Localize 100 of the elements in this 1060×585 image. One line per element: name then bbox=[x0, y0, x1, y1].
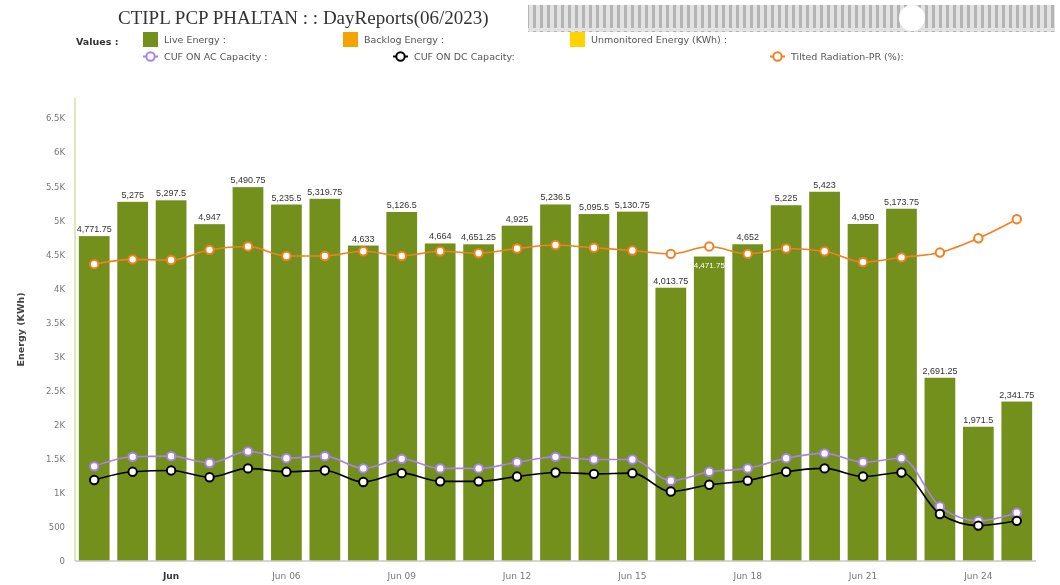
bar bbox=[117, 201, 149, 561]
point bbox=[358, 476, 369, 488]
y-tick-label: 4K bbox=[54, 283, 66, 294]
data-label: 4,664 bbox=[428, 231, 452, 242]
legend-label: CUF ON AC Capacity : bbox=[164, 51, 268, 62]
data-label: 4,652 bbox=[736, 232, 759, 243]
point bbox=[127, 466, 138, 477]
legend-title: Values : bbox=[76, 36, 119, 47]
data-label: 4,925 bbox=[505, 213, 529, 224]
x-tick-label: Jun 15 bbox=[617, 571, 647, 581]
point bbox=[973, 520, 984, 531]
data-label: 2,691.25 bbox=[922, 365, 958, 376]
data-label: 4,633 bbox=[352, 233, 375, 244]
point bbox=[511, 471, 523, 482]
point bbox=[550, 239, 561, 251]
data-label: 5,423 bbox=[813, 179, 836, 190]
point bbox=[704, 479, 715, 490]
bar bbox=[386, 211, 418, 561]
bar bbox=[347, 245, 379, 561]
bar bbox=[693, 256, 725, 561]
x-tick-label: Jun 06 bbox=[271, 571, 301, 581]
bar bbox=[732, 244, 764, 561]
x-tick-label: Jun 18 bbox=[732, 571, 763, 581]
data-label: 4,771.75 bbox=[76, 224, 112, 235]
y-tick-label: 3.5K bbox=[45, 317, 66, 328]
data-label: 4,947 bbox=[198, 212, 221, 223]
x-tick-label: Jun 24 bbox=[963, 571, 993, 581]
point bbox=[588, 242, 600, 253]
point bbox=[857, 256, 869, 268]
chart-title: CTIPL PCP PHALTAN : : DayReports(06/2023) bbox=[118, 7, 489, 29]
point bbox=[857, 457, 869, 468]
point bbox=[358, 463, 369, 474]
bar bbox=[309, 198, 341, 561]
y-tick-label: 6.5K bbox=[45, 113, 66, 124]
point bbox=[627, 467, 638, 479]
data-label: 4,471.75 bbox=[693, 260, 726, 270]
y-tick-label: 2K bbox=[54, 419, 66, 430]
bar bbox=[424, 243, 456, 561]
point bbox=[281, 466, 292, 477]
point bbox=[396, 453, 407, 465]
point bbox=[473, 476, 484, 487]
bar bbox=[617, 211, 648, 561]
bar bbox=[194, 224, 225, 561]
bar bbox=[655, 287, 687, 561]
legend-label: Tilted Radiation-PR (%): bbox=[790, 51, 904, 62]
data-label: 2,341.75 bbox=[999, 389, 1035, 400]
bar bbox=[463, 244, 494, 561]
point bbox=[1011, 515, 1022, 527]
point bbox=[819, 463, 830, 474]
point bbox=[165, 450, 177, 462]
point bbox=[358, 246, 369, 257]
data-label: 5,236.5 bbox=[540, 192, 571, 203]
point bbox=[588, 468, 600, 480]
point bbox=[242, 446, 254, 457]
bar bbox=[962, 426, 994, 561]
point bbox=[819, 448, 830, 459]
data-label: 5,297.5 bbox=[156, 188, 187, 199]
y-tick-label: 4.5K bbox=[45, 249, 66, 260]
point bbox=[780, 452, 792, 464]
bar bbox=[578, 214, 610, 561]
point bbox=[550, 467, 561, 478]
point bbox=[934, 508, 946, 520]
point bbox=[434, 463, 446, 474]
point bbox=[511, 457, 523, 468]
y-tick-label: 6K bbox=[54, 147, 66, 158]
point bbox=[204, 472, 215, 483]
point bbox=[319, 450, 331, 462]
point bbox=[242, 463, 254, 474]
data-label: 4,013.75 bbox=[653, 275, 689, 286]
data-label: 5,275 bbox=[121, 189, 144, 200]
data-label: 5,235.5 bbox=[271, 192, 302, 203]
point bbox=[627, 245, 638, 256]
point bbox=[934, 247, 946, 258]
point bbox=[396, 467, 407, 479]
x-tick-label: Jun bbox=[162, 571, 180, 581]
point bbox=[742, 463, 753, 474]
point bbox=[1011, 214, 1022, 225]
point bbox=[89, 474, 100, 486]
point bbox=[896, 252, 907, 263]
point bbox=[127, 451, 138, 463]
bar bbox=[78, 236, 110, 561]
point bbox=[704, 466, 715, 477]
point bbox=[511, 243, 523, 254]
legend-label: Unmonitored Energy (KWh) : bbox=[591, 34, 728, 45]
point bbox=[857, 471, 869, 482]
point bbox=[704, 241, 715, 252]
point bbox=[281, 452, 292, 464]
point bbox=[89, 461, 100, 472]
point bbox=[127, 254, 138, 265]
y-tick-label: 0 bbox=[59, 556, 65, 566]
point bbox=[473, 463, 484, 474]
data-label: 5,319.75 bbox=[307, 186, 343, 197]
point bbox=[665, 475, 677, 486]
point bbox=[165, 254, 177, 266]
data-label: 5,225 bbox=[774, 193, 798, 204]
data-label: 5,490.75 bbox=[230, 175, 266, 186]
point bbox=[204, 457, 215, 469]
y-tick-label: 1K bbox=[54, 487, 66, 498]
bar bbox=[501, 225, 533, 561]
point bbox=[204, 244, 215, 256]
